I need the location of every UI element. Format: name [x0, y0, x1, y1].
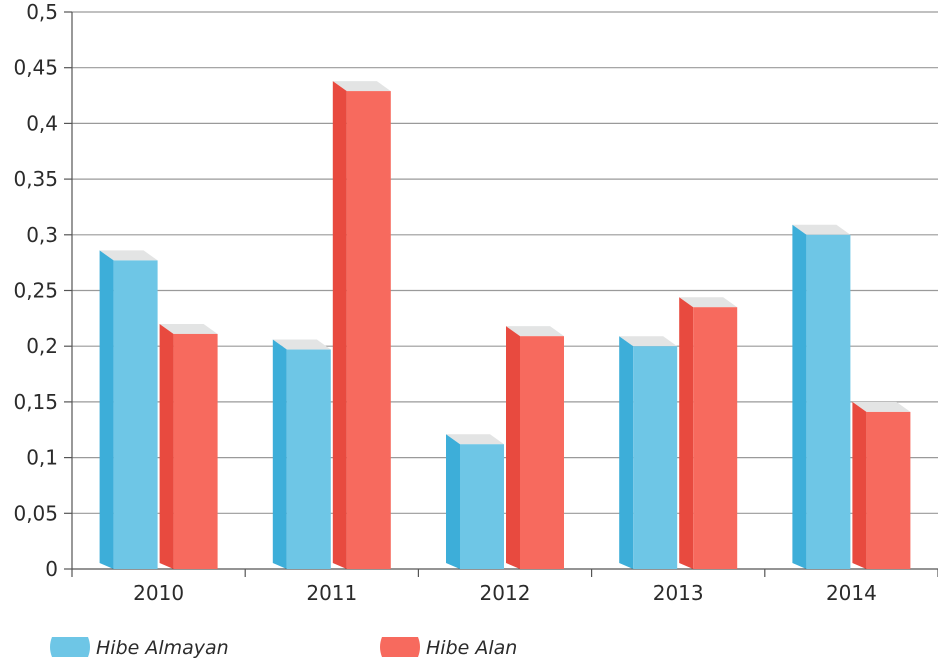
bar-front-face [286, 349, 331, 569]
bar-side-face [679, 297, 694, 569]
bar-front-face [520, 336, 564, 569]
bar-front-face [346, 91, 391, 570]
bar-side-face [619, 336, 634, 569]
legend-swatch [50, 637, 90, 657]
bar-front-face [693, 307, 738, 569]
y-tick-label: 0,2 [26, 334, 58, 358]
bar-side-face [792, 224, 807, 570]
bar-top-face [332, 81, 391, 92]
bar-front-face [113, 260, 158, 569]
bars [99, 81, 911, 570]
y-tick-label: 0,25 [13, 279, 58, 303]
y-tick-label: 0,15 [13, 390, 58, 414]
bar-side-face [272, 339, 287, 569]
y-tick-label: 0 [45, 557, 58, 581]
y-tick-label: 0,1 [26, 446, 58, 470]
y-axis-ticks: 0 0,05 0,1 0,15 0,2 0,25 0,3 0,35 0,4 0,45 0,5 [13, 0, 73, 581]
legend-item: Hibe Almayan [50, 637, 229, 659]
bar [99, 250, 158, 569]
x-tick-label: 2013 [653, 581, 704, 605]
bar [619, 336, 678, 569]
y-tick-label: 0,4 [26, 111, 58, 135]
bar-top-face [446, 434, 504, 445]
bar-top-face [679, 297, 738, 308]
bar-front-face [866, 411, 911, 569]
bar [852, 401, 911, 569]
bar-side-face [99, 250, 114, 569]
bar-top-face [619, 336, 678, 347]
x-axis: 2010 2011 2012 2013 2014 [133, 569, 938, 605]
bar-top-face [159, 323, 218, 334]
bar-front-face [633, 346, 678, 569]
bar-top-face [99, 250, 158, 261]
bar [792, 224, 851, 570]
bar [272, 339, 331, 569]
bar-side-face [159, 323, 174, 569]
legend-swatch [380, 637, 420, 657]
y-tick-label: 0,05 [13, 501, 58, 525]
bar [679, 297, 738, 569]
x-tick-label: 2011 [306, 581, 357, 605]
legend-label: Hibe Alan [426, 637, 517, 659]
bar-front-face [460, 444, 504, 569]
y-tick-label: 0,45 [13, 56, 58, 80]
bar-side-face [852, 401, 867, 569]
bar [332, 81, 391, 570]
bar-front-face [173, 333, 218, 569]
x-tick-label: 2010 [133, 581, 184, 605]
x-tick-label: 2014 [826, 581, 877, 605]
bar-top-face [792, 224, 851, 235]
bar-top-face [506, 326, 564, 337]
bar [159, 323, 218, 569]
bar-side-face [446, 434, 460, 569]
bar-top-face [272, 339, 331, 350]
bar-side-face [332, 81, 347, 570]
y-tick-label: 0,35 [13, 167, 58, 191]
y-tick-label: 0,5 [26, 0, 58, 24]
x-tick-label: 2012 [480, 581, 531, 605]
legend-item: Hibe Alan [380, 637, 517, 659]
legend: Hibe Almayan Hibe Alan [50, 637, 517, 659]
y-tick-label: 0,3 [26, 223, 58, 247]
bar [506, 326, 564, 569]
bar-top-face [852, 401, 911, 412]
legend-label: Hibe Almayan [96, 637, 229, 659]
bar-front-face [806, 234, 851, 570]
bar [446, 434, 504, 569]
bar-side-face [506, 326, 520, 569]
